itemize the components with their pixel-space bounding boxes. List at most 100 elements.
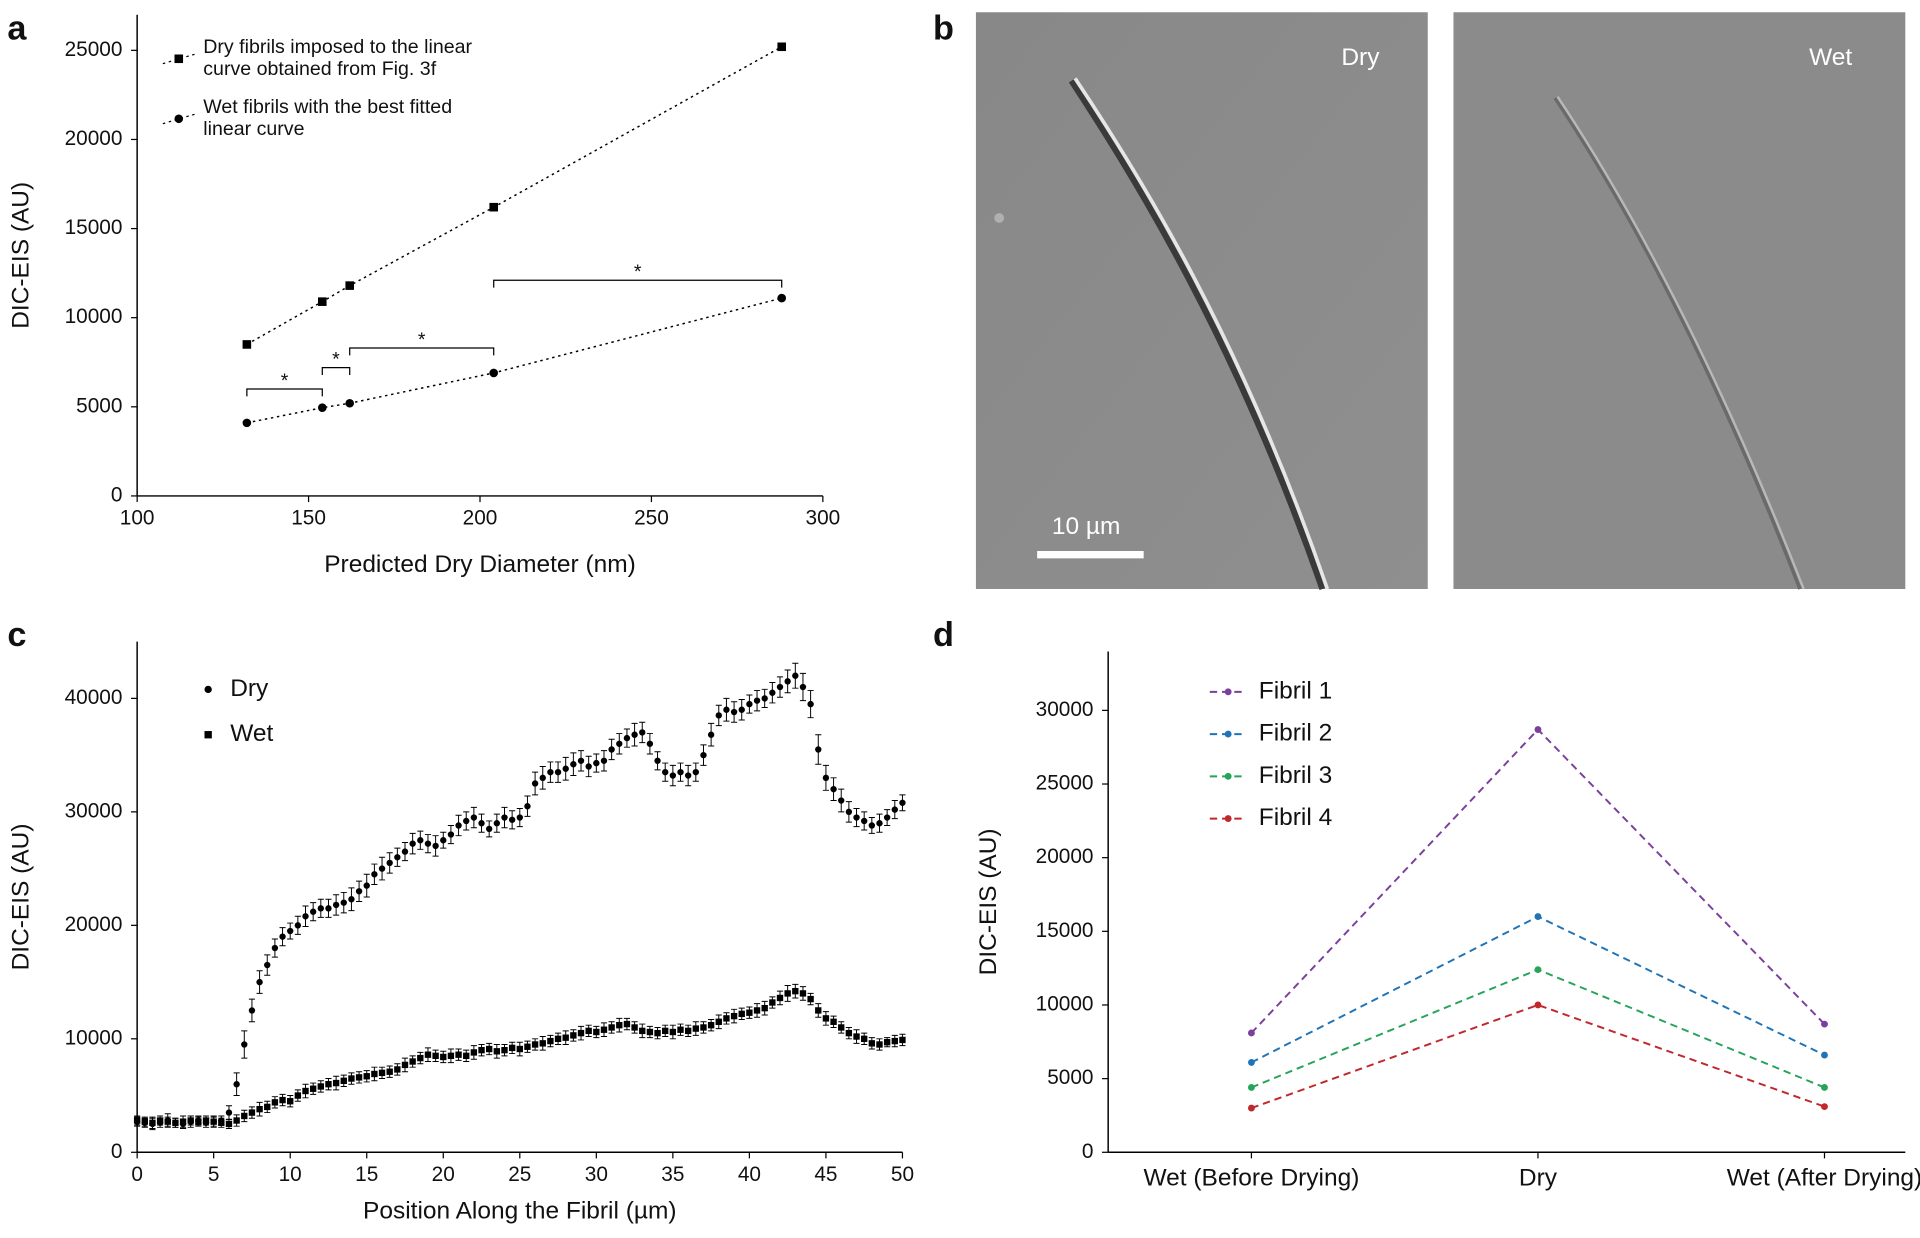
point <box>309 1085 317 1092</box>
point <box>570 1032 577 1039</box>
point <box>1248 1058 1255 1066</box>
legend-label: Wet fibrils with the best fitted linear c… <box>203 96 452 140</box>
point <box>156 1117 164 1124</box>
y-tick-label: 20000 <box>1036 845 1094 868</box>
point <box>654 757 661 764</box>
point <box>195 1118 202 1125</box>
speck <box>994 213 1005 223</box>
point <box>318 297 327 306</box>
point <box>309 908 317 915</box>
x-tick-label: 10 <box>279 1163 302 1186</box>
point <box>345 281 354 290</box>
point <box>508 1044 516 1052</box>
point <box>271 1099 279 1106</box>
y-tick-label: 30000 <box>65 799 123 822</box>
point <box>1821 1084 1828 1091</box>
point <box>317 1083 324 1090</box>
series-line <box>246 46 783 346</box>
point <box>340 899 347 906</box>
point <box>486 1045 493 1053</box>
legend-marker <box>1224 772 1232 780</box>
point <box>241 1041 248 1048</box>
point <box>861 1035 868 1042</box>
series-line <box>1250 915 1825 1064</box>
point <box>608 746 615 753</box>
point <box>332 901 340 909</box>
legend-label: Fibril 2 <box>1259 720 1332 747</box>
point <box>616 1022 623 1029</box>
point <box>593 1028 600 1036</box>
point <box>662 768 669 776</box>
x-tick-label: 25 <box>508 1163 531 1186</box>
point <box>478 820 485 827</box>
panel-label: c <box>7 616 26 654</box>
point <box>386 859 393 867</box>
point <box>883 1039 891 1046</box>
legend-marker <box>1224 688 1232 696</box>
point <box>876 820 883 827</box>
point <box>355 888 363 895</box>
x-tick-label: 150 <box>291 507 326 530</box>
point <box>608 1024 615 1031</box>
point <box>463 817 470 825</box>
x-tick-label: 30 <box>585 1163 608 1186</box>
point <box>784 678 791 685</box>
point <box>141 1118 148 1125</box>
point <box>799 990 807 997</box>
point <box>815 1007 822 1014</box>
point <box>707 731 715 738</box>
significance-bracket <box>321 366 351 375</box>
point <box>489 368 498 378</box>
significance-label: * <box>634 261 642 283</box>
point <box>133 1117 141 1124</box>
point <box>463 1052 470 1060</box>
point <box>271 944 279 952</box>
point <box>761 695 768 702</box>
x-axis-label: Position Along the Fibril (µm) <box>363 1198 676 1225</box>
point <box>853 1033 860 1040</box>
point <box>677 1026 684 1033</box>
wet-image <box>1453 12 1906 589</box>
point <box>891 1037 898 1045</box>
point <box>248 1007 256 1014</box>
y-tick-label: 10000 <box>65 1026 123 1049</box>
y-tick-label: 0 <box>111 1140 123 1163</box>
point <box>853 814 860 821</box>
point <box>386 1068 393 1075</box>
point <box>501 814 508 821</box>
point <box>807 700 814 708</box>
point <box>807 995 814 1003</box>
point <box>861 817 868 825</box>
x-tick-label: 40 <box>738 1163 761 1186</box>
x-tick-label: 45 <box>814 1163 837 1186</box>
point <box>539 774 546 782</box>
point <box>662 1027 669 1035</box>
point <box>761 1004 768 1012</box>
significance-label: * <box>332 348 340 370</box>
point <box>242 418 252 428</box>
point <box>531 780 539 787</box>
panel-label: b <box>933 10 954 48</box>
point <box>363 882 370 889</box>
point <box>149 1119 156 1126</box>
point <box>424 1051 432 1058</box>
point <box>822 1015 830 1022</box>
point <box>899 1036 906 1044</box>
point <box>345 398 354 408</box>
point <box>524 803 531 810</box>
y-axis-label: DIC-EIS (AU) <box>8 824 35 971</box>
point <box>707 1022 715 1029</box>
point <box>432 842 439 850</box>
x-tick-label: 20 <box>432 1163 455 1186</box>
point <box>287 1098 294 1105</box>
point <box>868 1040 876 1047</box>
point <box>1248 1084 1255 1091</box>
point <box>746 1009 753 1016</box>
point <box>401 848 409 855</box>
point <box>317 905 324 912</box>
significance-bracket <box>493 279 783 288</box>
point <box>409 840 416 847</box>
point <box>417 1054 424 1062</box>
point <box>248 1109 256 1116</box>
significance-bracket <box>349 347 495 356</box>
